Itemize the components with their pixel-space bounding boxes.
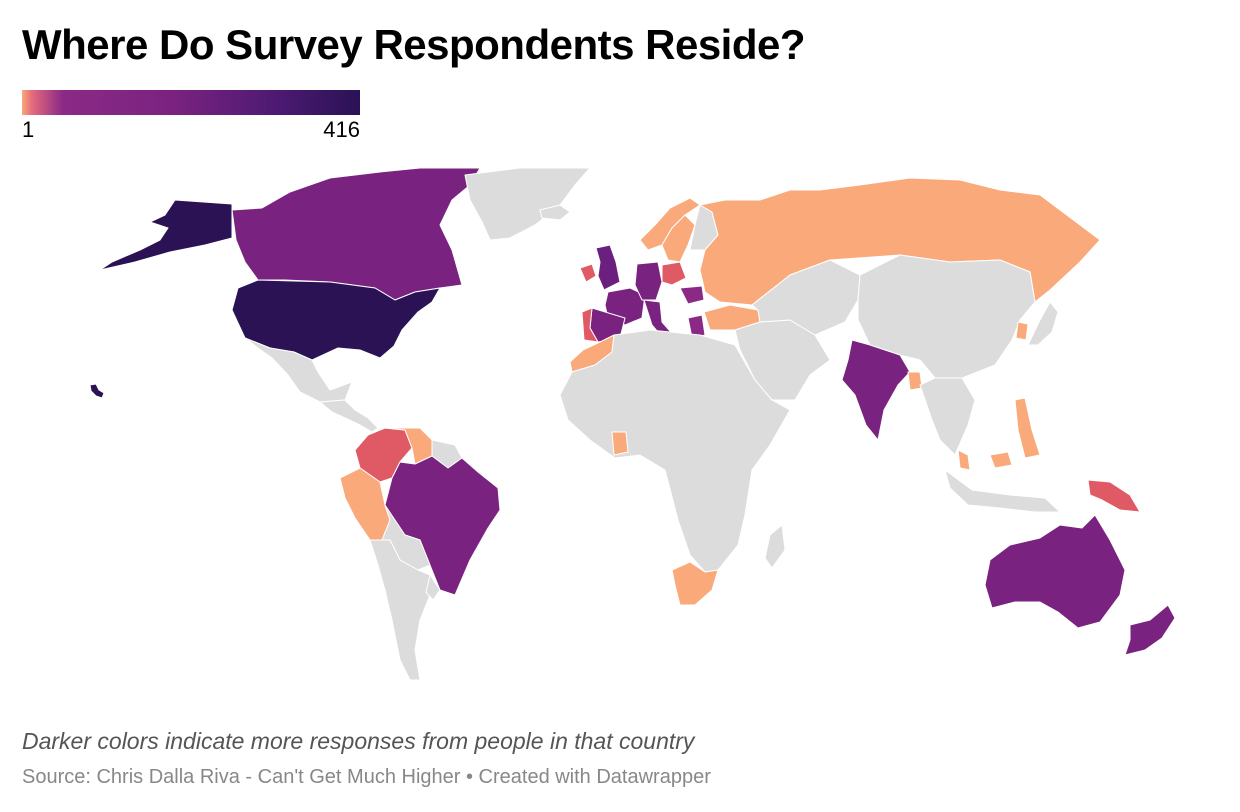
region-romania[interactable] bbox=[679, 285, 705, 305]
map-regions bbox=[89, 167, 1176, 681]
region-hawaii-us[interactable] bbox=[89, 383, 105, 399]
region-norway[interactable] bbox=[639, 197, 701, 251]
region-philippines[interactable] bbox=[1014, 397, 1041, 459]
world-map bbox=[89, 167, 1176, 681]
region-central-america[interactable] bbox=[319, 399, 379, 433]
region-sweden[interactable] bbox=[661, 214, 696, 263]
region-southeast-asia[interactable] bbox=[919, 377, 976, 456]
region-new-zealand[interactable] bbox=[1124, 604, 1176, 656]
region-africa-other[interactable] bbox=[559, 329, 791, 573]
region-indonesia[interactable] bbox=[944, 469, 1061, 513]
region-ghana[interactable] bbox=[611, 431, 629, 456]
region-south-korea[interactable] bbox=[1015, 321, 1029, 341]
legend-labels: 1 416 bbox=[22, 115, 360, 143]
color-legend: 1 416 bbox=[22, 90, 360, 143]
region-bangladesh[interactable] bbox=[907, 371, 923, 391]
region-japan[interactable] bbox=[1027, 301, 1059, 346]
legend-gradient-bar bbox=[22, 90, 360, 115]
chart-note: Darker colors indicate more responses fr… bbox=[22, 728, 695, 754]
region-greece[interactable] bbox=[687, 314, 706, 339]
region-central-asia[interactable] bbox=[751, 259, 861, 336]
region-australia[interactable] bbox=[984, 514, 1126, 629]
region-poland[interactable] bbox=[661, 261, 687, 286]
region-india[interactable] bbox=[841, 339, 911, 441]
region-alaska-us[interactable] bbox=[99, 199, 233, 271]
region-iceland[interactable] bbox=[539, 204, 571, 221]
chart-source: Source: Chris Dalla Riva - Can't Get Muc… bbox=[22, 766, 711, 788]
legend-min-label: 1 bbox=[22, 117, 35, 142]
region-chile-argentina[interactable] bbox=[369, 539, 431, 681]
region-china-mongolia[interactable] bbox=[857, 254, 1036, 379]
region-united-kingdom[interactable] bbox=[595, 244, 621, 291]
region-uruguay[interactable] bbox=[425, 574, 441, 601]
region-mexico[interactable] bbox=[244, 337, 353, 403]
region-south-africa[interactable] bbox=[671, 561, 719, 606]
region-malaysia[interactable] bbox=[957, 449, 1013, 471]
chart-title: Where Do Survey Respondents Reside? bbox=[22, 21, 806, 68]
region-portugal[interactable] bbox=[581, 307, 599, 343]
region-greenland[interactable] bbox=[464, 167, 591, 241]
legend-max-label: 416 bbox=[323, 117, 360, 142]
region-ireland[interactable] bbox=[579, 263, 597, 283]
region-madagascar[interactable] bbox=[764, 524, 786, 569]
region-germany[interactable] bbox=[634, 261, 663, 301]
region-papua-new-guinea[interactable] bbox=[1087, 479, 1141, 513]
